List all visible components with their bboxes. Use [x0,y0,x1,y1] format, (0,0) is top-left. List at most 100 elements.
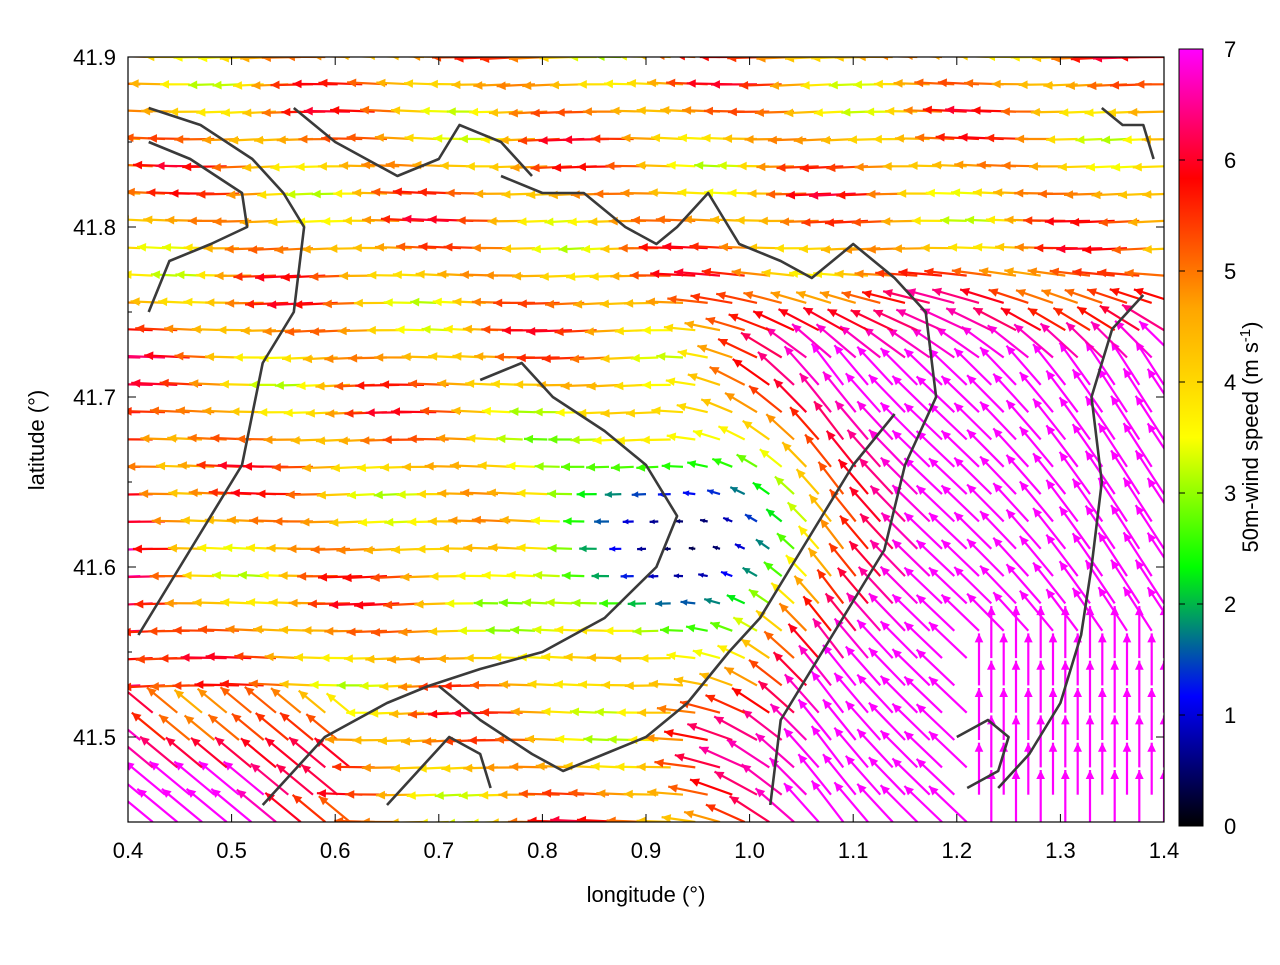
wind-vector [604,627,633,636]
wind-vector [1128,108,1164,117]
wind-vector [405,134,437,143]
wind-vector [929,732,967,768]
wind-vector [245,687,276,713]
wind-vector [689,546,696,550]
wind-vector [174,762,214,795]
wind-vector [570,708,597,717]
colorbar-tick-label: 1 [1224,703,1236,728]
wind-vector [337,681,363,690]
wind-vector [1147,743,1156,795]
wind-vector [730,487,744,494]
wind-vector [801,81,831,90]
wind-vector [1110,770,1119,822]
x-tick-label: 0.8 [527,838,558,863]
wind-vector-field [76,51,1181,827]
wind-vector [286,190,313,199]
wind-vector [482,407,511,416]
wind-vector [1012,770,1021,822]
wind-vector [929,622,967,658]
wind-vector [656,352,683,361]
wind-vector [407,791,437,800]
wind-vector [841,108,868,117]
wind-vector [1110,715,1119,767]
wind-vector [162,789,202,822]
wind-vector [525,735,560,744]
wind-vector [115,52,153,61]
wind-vector [435,791,461,800]
wind-vector [1046,589,1077,631]
wind-vector [391,106,424,115]
wind-vector [1143,245,1177,254]
y-tick-label: 41.7 [73,385,116,410]
wind-vector [975,743,984,795]
wind-vector [677,188,707,197]
wind-vector [614,382,646,391]
colorbar-tick-label: 6 [1224,148,1236,173]
wind-vector [137,243,165,252]
wind-vector [1125,269,1165,278]
wind-vector [347,491,375,500]
wind-vector [396,325,425,334]
wind-vector [897,189,930,198]
wind-vector [374,491,400,500]
wind-vector [482,571,511,580]
wind-vector [829,81,856,90]
wind-vector [509,407,535,416]
wind-vector [1075,135,1102,144]
wind-vector [577,490,597,498]
wind-vector [327,693,350,712]
wind-vector [354,299,387,308]
wind-vector [700,519,708,524]
wind-vector [725,393,757,412]
wind-vector [198,689,227,713]
wind-vector [674,573,683,578]
wind-vector [623,519,634,525]
wind-vector [1147,688,1156,740]
wind-vector [1111,341,1139,385]
wind-vector [188,81,214,90]
wind-vector [1111,560,1139,604]
colorbar-tick-label: 2 [1224,592,1236,617]
wind-vector [764,562,782,576]
wind-vector [1123,743,1132,795]
y-tick-label: 41.8 [73,215,116,240]
wind-vector [160,80,190,89]
wind-vector [975,688,984,740]
wind-vector [713,546,720,550]
colorbar-label-main: 50m-wind speed (m s [1238,342,1263,552]
wind-vector [926,189,955,198]
wind-vector [1135,715,1144,767]
wind-vector [712,458,732,467]
wind-vector [929,786,967,822]
wind-vector [828,309,869,330]
wind-vector [546,598,572,607]
wind-vector [1111,505,1139,549]
wind-vector [609,546,621,552]
wind-vector [329,518,362,527]
wind-vector [987,661,996,713]
wind-vector [548,435,572,444]
wind-vector [451,407,485,416]
contour-line [138,108,304,635]
wind-vector [932,288,979,303]
y-tick-label: 41.6 [73,555,116,580]
wind-vector [108,243,140,252]
wind-vector [727,595,745,603]
wind-vector [904,51,942,60]
colorbar-tick-label: 0 [1224,814,1236,839]
wind-vector [147,688,177,713]
wind-vector [1136,505,1164,549]
wind-vector [637,51,671,60]
wind-vector [76,601,128,610]
wind-vector [929,677,967,713]
wind-vector [814,108,844,117]
wind-vector [1086,163,1115,172]
wind-vector [1136,560,1164,604]
wind-vector [662,462,683,470]
wind-vector [1142,190,1176,199]
wind-vector [641,436,671,445]
wind-vector [650,519,659,524]
wind-vector [724,667,757,685]
wind-vector [518,217,548,226]
